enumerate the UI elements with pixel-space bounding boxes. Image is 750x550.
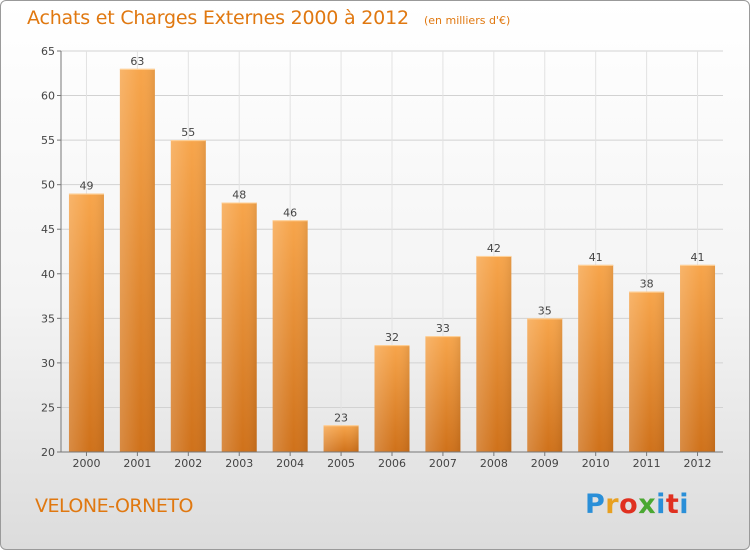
y-tick-label: 60 [41, 90, 55, 103]
data-label: 63 [130, 55, 144, 68]
x-tick-label: 2005 [327, 457, 355, 470]
y-tick-label: 30 [41, 357, 55, 370]
x-tick-label: 2003 [225, 457, 253, 470]
data-label: 41 [589, 251, 603, 264]
x-tick-label: 2002 [174, 457, 202, 470]
y-tick-label: 25 [41, 401, 55, 414]
data-label: 41 [691, 251, 705, 264]
bar-shade-2010 [578, 264, 614, 452]
x-tick-label: 2000 [72, 457, 100, 470]
commune-name: VELONE-ORNETO [35, 495, 193, 517]
data-label: 42 [487, 242, 501, 255]
chart-unit: (en milliers d'€) [423, 14, 511, 27]
bar-shade-2001 [119, 68, 155, 453]
data-label: 46 [283, 206, 297, 219]
bar-shade-2002 [170, 140, 206, 452]
data-label: 35 [538, 304, 552, 317]
y-tick-label: 50 [41, 179, 55, 192]
chart-title: Achats et Charges Externes 2000 à 2012 [27, 7, 409, 29]
bar-shade-2006 [374, 345, 410, 452]
data-label: 55 [181, 126, 195, 139]
x-tick-label: 2012 [684, 457, 712, 470]
bars-layer: 49 63 55 48 46 23 32 33 42 35 41 38 41 [68, 55, 716, 453]
y-tick-label: 35 [41, 312, 55, 325]
x-tick-label: 2007 [429, 457, 457, 470]
bar-shade-2003 [221, 202, 257, 452]
data-label: 38 [640, 278, 654, 291]
data-label: 48 [232, 188, 246, 201]
bar-shade-2004 [272, 220, 308, 452]
x-tick-label: 2008 [480, 457, 508, 470]
title-row: Achats et Charges Externes 2000 à 2012 (… [27, 7, 510, 29]
data-label: 32 [385, 331, 399, 344]
bar-shade-2007 [425, 336, 461, 452]
y-tick-label: 65 [41, 45, 55, 58]
x-tick-label: 2009 [531, 457, 559, 470]
y-tick-label: 20 [41, 446, 55, 459]
proxiti-logo[interactable]: Proxiti [585, 489, 690, 520]
y-tick-label: 40 [41, 268, 55, 281]
bar-shade-2008 [476, 255, 512, 452]
data-label: 33 [436, 322, 450, 335]
data-label: 23 [334, 411, 348, 424]
bar-shade-2000 [68, 193, 104, 453]
x-tick-label: 2006 [378, 457, 406, 470]
data-label: 49 [79, 180, 93, 193]
bar-shade-2009 [527, 318, 563, 452]
x-tick-label: 2004 [276, 457, 304, 470]
bar-shade-2011 [629, 291, 665, 452]
x-tick-label: 2010 [582, 457, 610, 470]
bar-shade-2005 [323, 425, 359, 452]
y-tick-label: 55 [41, 134, 55, 147]
axis-layer: 20 25 30 35 40 45 50 55 60 65 2000 2001 2002 2003 2004… [41, 45, 723, 470]
y-tick-label: 45 [41, 223, 55, 236]
x-tick-label: 2001 [123, 457, 151, 470]
bar-shade-2012 [680, 264, 716, 452]
x-tick-label: 2011 [633, 457, 661, 470]
